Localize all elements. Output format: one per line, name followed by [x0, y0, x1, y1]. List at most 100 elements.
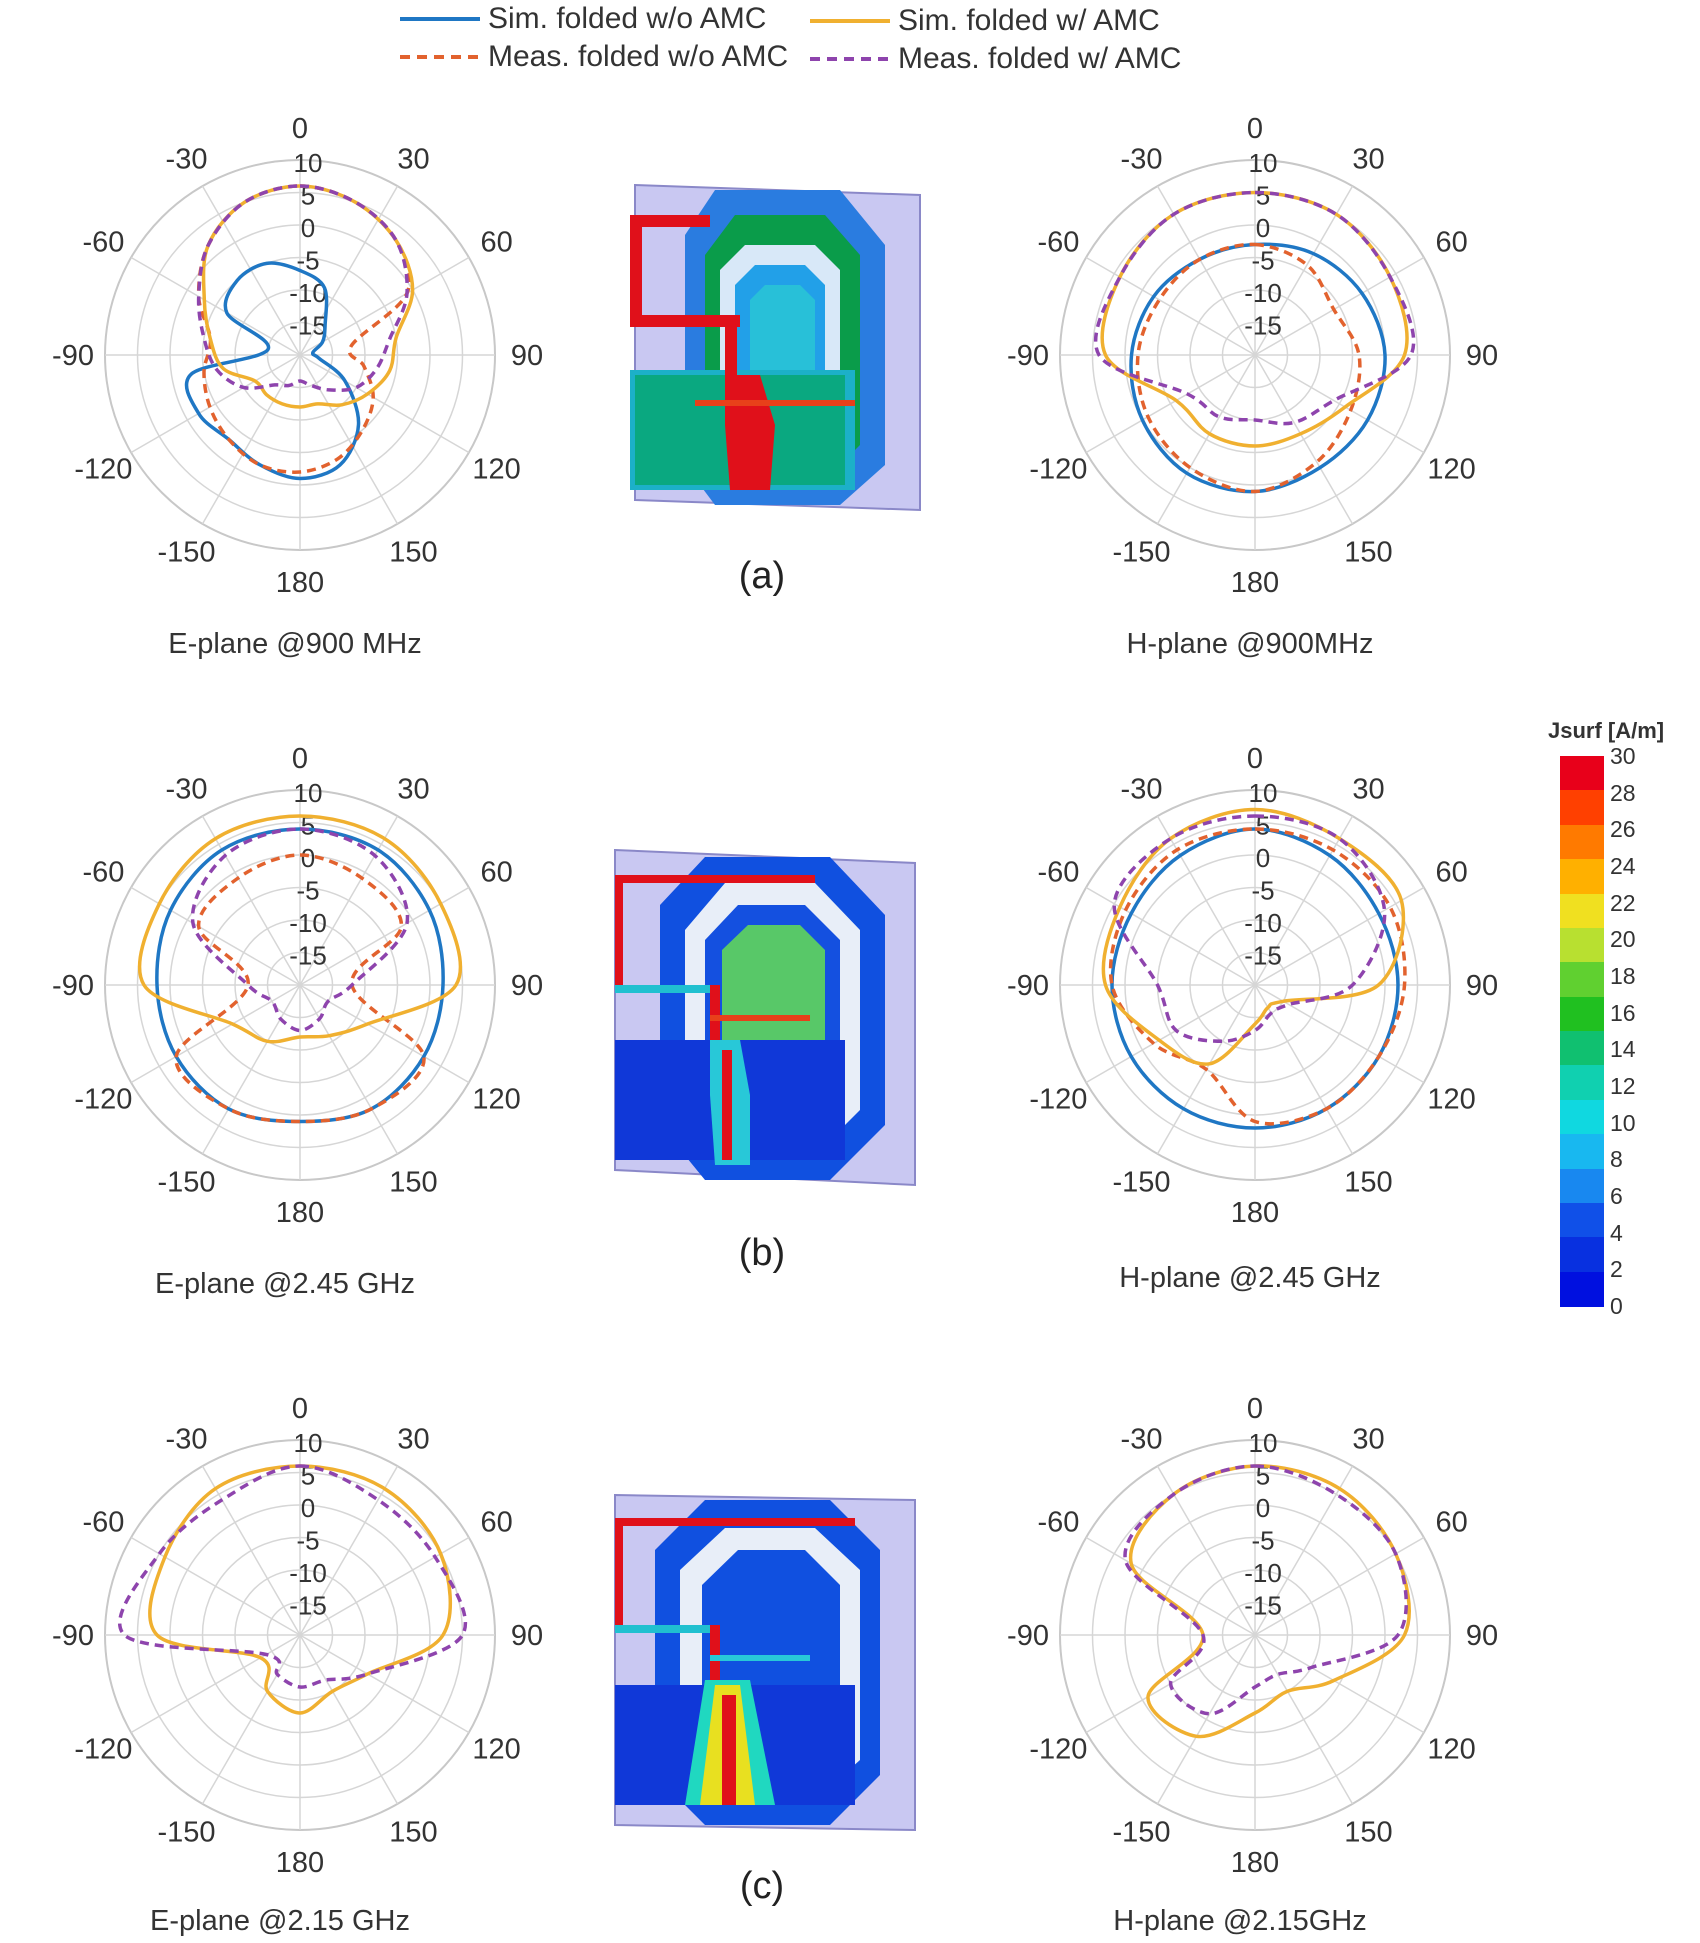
angle-tick-label: 0: [1247, 1393, 1263, 1425]
current-distribution-image-c: [614, 1493, 916, 1832]
radial-tick-label: -10: [289, 1558, 327, 1588]
angle-tick-label: -120: [1029, 1734, 1087, 1766]
angle-tick-label: 30: [397, 773, 429, 805]
angle-tick-label: -120: [1029, 1084, 1087, 1116]
angle-tick-label: -90: [1007, 340, 1049, 372]
legend-item-meas-wo: Meas. folded w/o AMC: [400, 40, 788, 74]
colorbar-title: Jsurf [A/m]: [1548, 718, 1665, 743]
angle-tick-label: 150: [1344, 1817, 1392, 1849]
grid-spoke: [1085, 886, 1256, 986]
angle-tick-label: -30: [166, 1423, 208, 1455]
caption-h-plane-215: H-plane @2.15GHz: [1113, 1905, 1367, 1937]
current-distribution-image-b: [614, 848, 916, 1187]
angle-tick-label: -60: [82, 1507, 124, 1539]
angle-tick-label: 30: [397, 143, 429, 175]
subcaption-c: (c): [739, 1865, 785, 1907]
series-meas_wo: [1135, 242, 1362, 494]
radial-tick-label: 10: [294, 148, 323, 178]
angle-tick-label: 0: [1247, 743, 1263, 775]
colorbar-strip: [1560, 756, 1604, 1307]
angle-tick-label: 90: [511, 1620, 543, 1652]
series-sim_w: [1101, 807, 1406, 1066]
colorbar-tick-label: 2: [1610, 1256, 1623, 1283]
radial-tick-label: 0: [301, 1493, 315, 1523]
legend-swatch-meas-wo: [400, 55, 480, 59]
angle-tick-label: -60: [1037, 1507, 1079, 1539]
grid-spoke: [1156, 185, 1256, 356]
radial-tick-label: -5: [296, 246, 319, 276]
grid-spoke: [1254, 1465, 1354, 1636]
angle-tick-label: -120: [74, 1734, 132, 1766]
colorbar-band: [1560, 1065, 1604, 1101]
colorbar-band: [1560, 1134, 1604, 1169]
angle-tick-label: -120: [74, 454, 132, 486]
series-sim_w: [148, 1464, 453, 1715]
radial-tick-label: -15: [289, 941, 327, 971]
angle-tick-label: 180: [276, 1197, 324, 1229]
angle-tick-label: -90: [1007, 1620, 1049, 1652]
angle-tick-label: 90: [511, 970, 543, 1002]
series-sim_w: [201, 184, 415, 409]
radial-tick-label: -10: [1244, 278, 1282, 308]
angle-tick-label: -30: [1121, 773, 1163, 805]
colorbar-tick-label: 10: [1610, 1109, 1636, 1136]
legend: Sim. folded w/o AMC Meas. folded w/o AMC…: [390, 0, 1210, 80]
angle-tick-label: 60: [480, 857, 512, 889]
radial-tick-label: -5: [1251, 1526, 1274, 1556]
colorbar-band: [1560, 1271, 1604, 1307]
radial-tick-label: -5: [1251, 876, 1274, 906]
caption-h-plane-900: H-plane @900MHz: [1126, 628, 1374, 660]
colorbar-band: [1560, 1099, 1604, 1135]
grid-spoke: [299, 984, 399, 1155]
colorbar-tick-label: 28: [1610, 779, 1636, 806]
angle-tick-label: 150: [1344, 537, 1392, 569]
grid-spoke: [130, 256, 301, 356]
angle-tick-label: 90: [1466, 1620, 1498, 1652]
series-meas_w: [190, 827, 410, 1033]
angle-tick-label: 120: [472, 454, 520, 486]
radial-tick-label: 0: [1256, 843, 1270, 873]
radial-tick-label: -10: [289, 908, 327, 938]
angle-tick-label: 30: [1352, 773, 1384, 805]
radial-tick-label: 0: [1256, 1493, 1270, 1523]
colorbar-tick-label: 26: [1610, 816, 1636, 843]
radial-tick-label: -5: [296, 876, 319, 906]
grid-spoke: [1085, 984, 1256, 1084]
grid-spoke: [1254, 256, 1425, 356]
grid-spoke: [299, 1634, 399, 1805]
colorbar-tick-label: 8: [1610, 1146, 1623, 1173]
grid-spoke: [1254, 1634, 1425, 1734]
grid-spoke: [1156, 1634, 1256, 1805]
current-distribution-image-a: [630, 183, 921, 512]
grid-spoke: [1085, 256, 1256, 356]
angle-tick-label: -150: [157, 1817, 215, 1849]
angle-tick-label: 30: [1352, 1423, 1384, 1455]
angle-tick-label: -30: [166, 143, 208, 175]
legend-swatch-sim-w: [810, 19, 890, 23]
legend-item-sim-w: Sim. folded w/ AMC: [810, 4, 1160, 38]
grid-spoke: [130, 354, 301, 454]
grid-spoke: [1085, 1536, 1256, 1636]
colorbar-band: [1560, 962, 1604, 998]
grid-spoke: [1156, 815, 1256, 986]
angle-tick-label: 150: [389, 537, 437, 569]
radial-tick-label: 5: [1256, 811, 1270, 841]
grid-spoke: [201, 354, 301, 525]
grid-spoke: [201, 984, 301, 1155]
angle-tick-label: -150: [1112, 1167, 1170, 1199]
angle-tick-label: 180: [1231, 567, 1279, 599]
colorbar-tick-label: 6: [1610, 1183, 1623, 1209]
angle-tick-label: 150: [1344, 1167, 1392, 1199]
angle-tick-label: -30: [166, 773, 208, 805]
colorbar-tick-label: 18: [1610, 963, 1636, 989]
angle-tick-label: 60: [480, 227, 512, 259]
angle-tick-label: -60: [82, 857, 124, 889]
grid-spoke: [1156, 354, 1256, 525]
colorbar-band: [1560, 1031, 1604, 1066]
radial-tick-label: 5: [1256, 181, 1270, 211]
grid-spoke: [299, 1465, 399, 1636]
angle-tick-label: 90: [1466, 970, 1498, 1002]
series-meas_w: [1093, 190, 1416, 426]
